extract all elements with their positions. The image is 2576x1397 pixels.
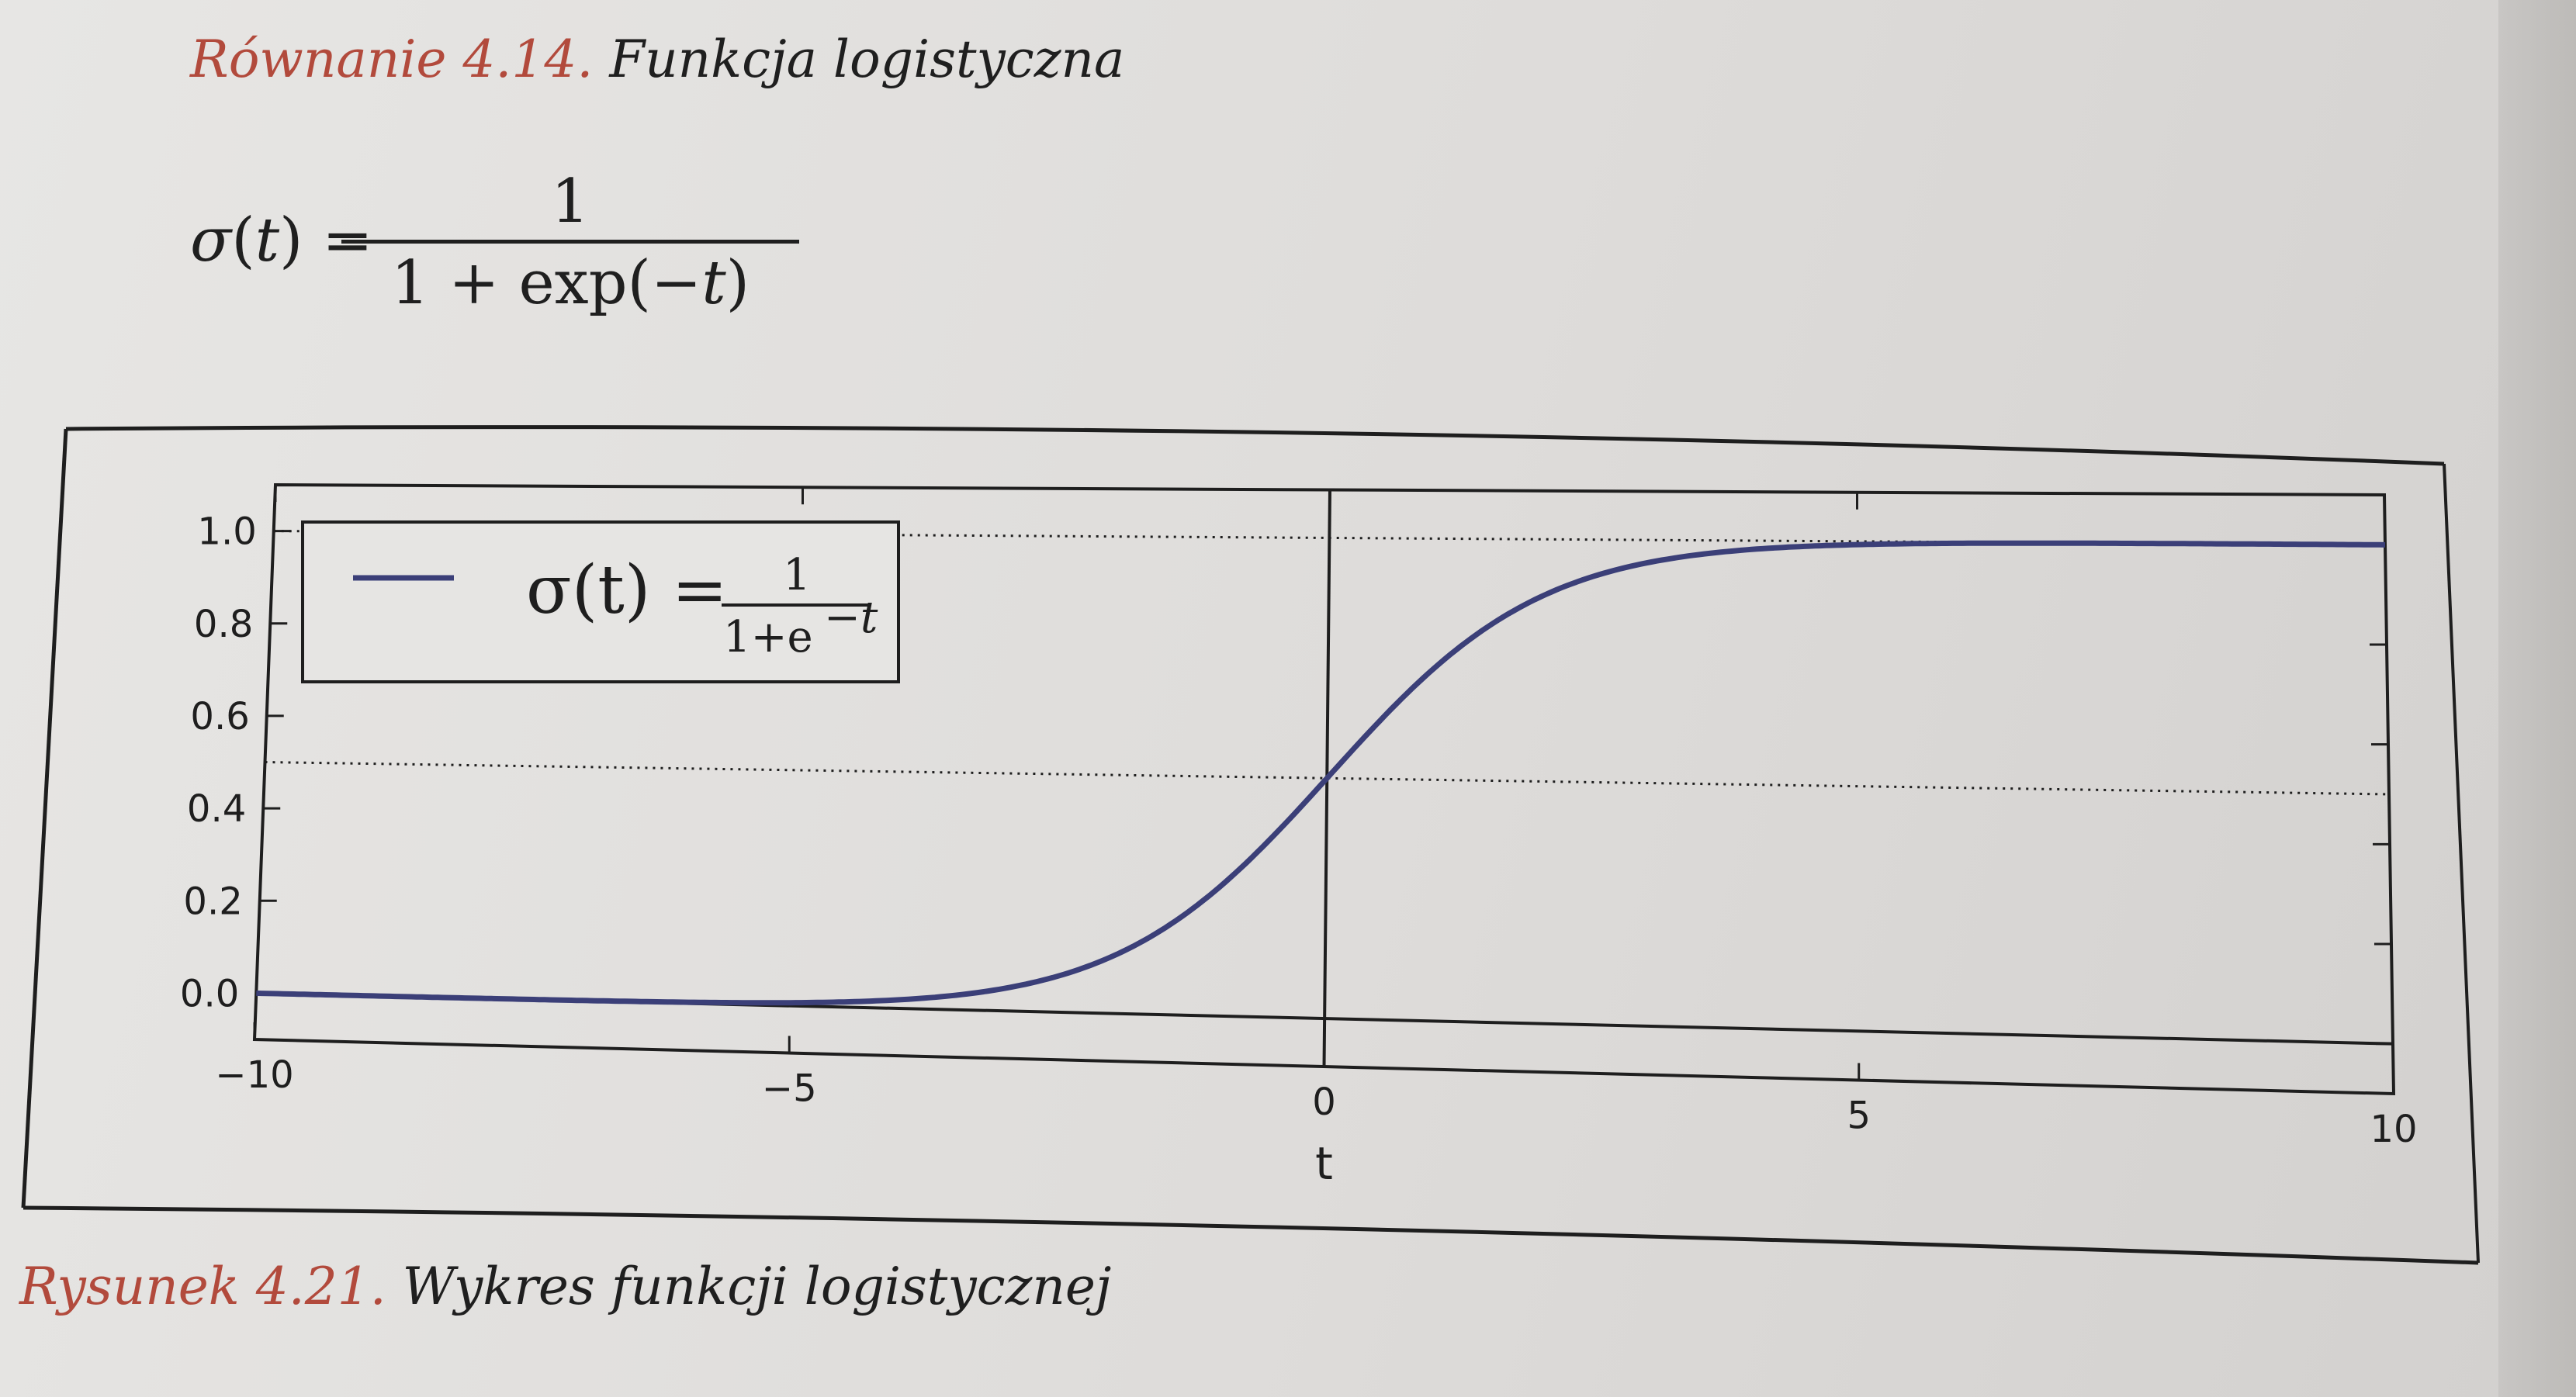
figure-frame-bottom: [23, 1205, 2479, 1265]
equation-number: Równanie 4.14.: [190, 29, 594, 89]
figure-frame-left: [21, 428, 68, 1209]
data-point: [1110, 955, 1113, 958]
equation-caption: Równanie 4.14. Funkcja logistyczna: [190, 29, 1124, 89]
page-gutter: [2498, 0, 2576, 1397]
sigmoid-curve: [256, 540, 2386, 1006]
data-point: [1750, 548, 1754, 551]
equation-lhs: σ(t) =: [190, 206, 373, 275]
reference-line-y-0-5: [265, 761, 2390, 796]
equation-denominator: 1 + exp(−t): [341, 248, 799, 318]
data-point: [1218, 886, 1221, 889]
equation-lhs-arg: t: [254, 206, 280, 275]
chart: 0.0 0.2 0.4 0.6 0.8 1.0 −10 −5 0 5 10 t σ(t) = 1 1+e −t: [180, 482, 2418, 1190]
y-tick-label: 0.6: [190, 695, 249, 738]
legend-numerator: 1: [783, 550, 811, 600]
data-point: [1644, 562, 1647, 565]
data-point: [254, 991, 258, 994]
equation-fraction: 1 1 + exp(−t): [341, 167, 799, 318]
figure-title: Wykres funkcji logistycznej: [402, 1257, 1112, 1316]
data-point: [1856, 543, 1859, 546]
y-tick-label: 1.0: [197, 510, 256, 554]
y-tick-label: 0.2: [183, 880, 242, 923]
data-point: [1961, 541, 1965, 545]
x-axis-label: t: [1315, 1137, 1333, 1190]
denominator-suffix: ): [725, 248, 750, 318]
x-tick-label: 5: [1847, 1094, 1871, 1138]
data-point: [682, 1001, 685, 1004]
denominator-prefix: 1 + exp(−: [390, 248, 702, 318]
x-tick-label: −10: [215, 1053, 293, 1097]
y-tick-label: 0.0: [180, 972, 239, 1015]
data-point: [1325, 776, 1328, 780]
legend-denominator: 1+e: [723, 612, 813, 662]
data-point: [1003, 987, 1006, 990]
x-tick-label: −5: [762, 1067, 817, 1111]
data-point: [469, 997, 472, 1000]
y-tick-label: 0.8: [194, 603, 253, 646]
equation-numerator: 1: [551, 167, 590, 237]
data-point: [1432, 667, 1435, 670]
fraction-bar: [341, 240, 799, 244]
data-point: [2173, 542, 2176, 545]
x-tick-label: 0: [1312, 1081, 1336, 1124]
book-page: [0, 0, 2498, 1397]
figure-number: Rysunek 4.21.: [19, 1257, 386, 1316]
data-point: [2384, 543, 2387, 546]
equation-title: Funkcja logistyczna: [609, 29, 1125, 89]
figure-frame-right: [2443, 463, 2480, 1264]
figure-frame-top: [65, 425, 2445, 466]
y-tick-label: 0.4: [187, 787, 246, 831]
x-tick-label: 10: [2370, 1108, 2417, 1151]
legend-lhs: σ(t) =: [526, 552, 728, 629]
data-point: [1539, 596, 1542, 599]
denominator-arg: t: [701, 248, 726, 318]
figure-caption: Rysunek 4.21. Wykres funkcji logistyczne…: [19, 1257, 1111, 1316]
data-point: [789, 1001, 792, 1005]
equation-sigma: σ: [190, 206, 232, 275]
legend-exponent: −t: [824, 593, 878, 643]
legend-box: [301, 520, 900, 683]
data-point: [896, 998, 899, 1001]
